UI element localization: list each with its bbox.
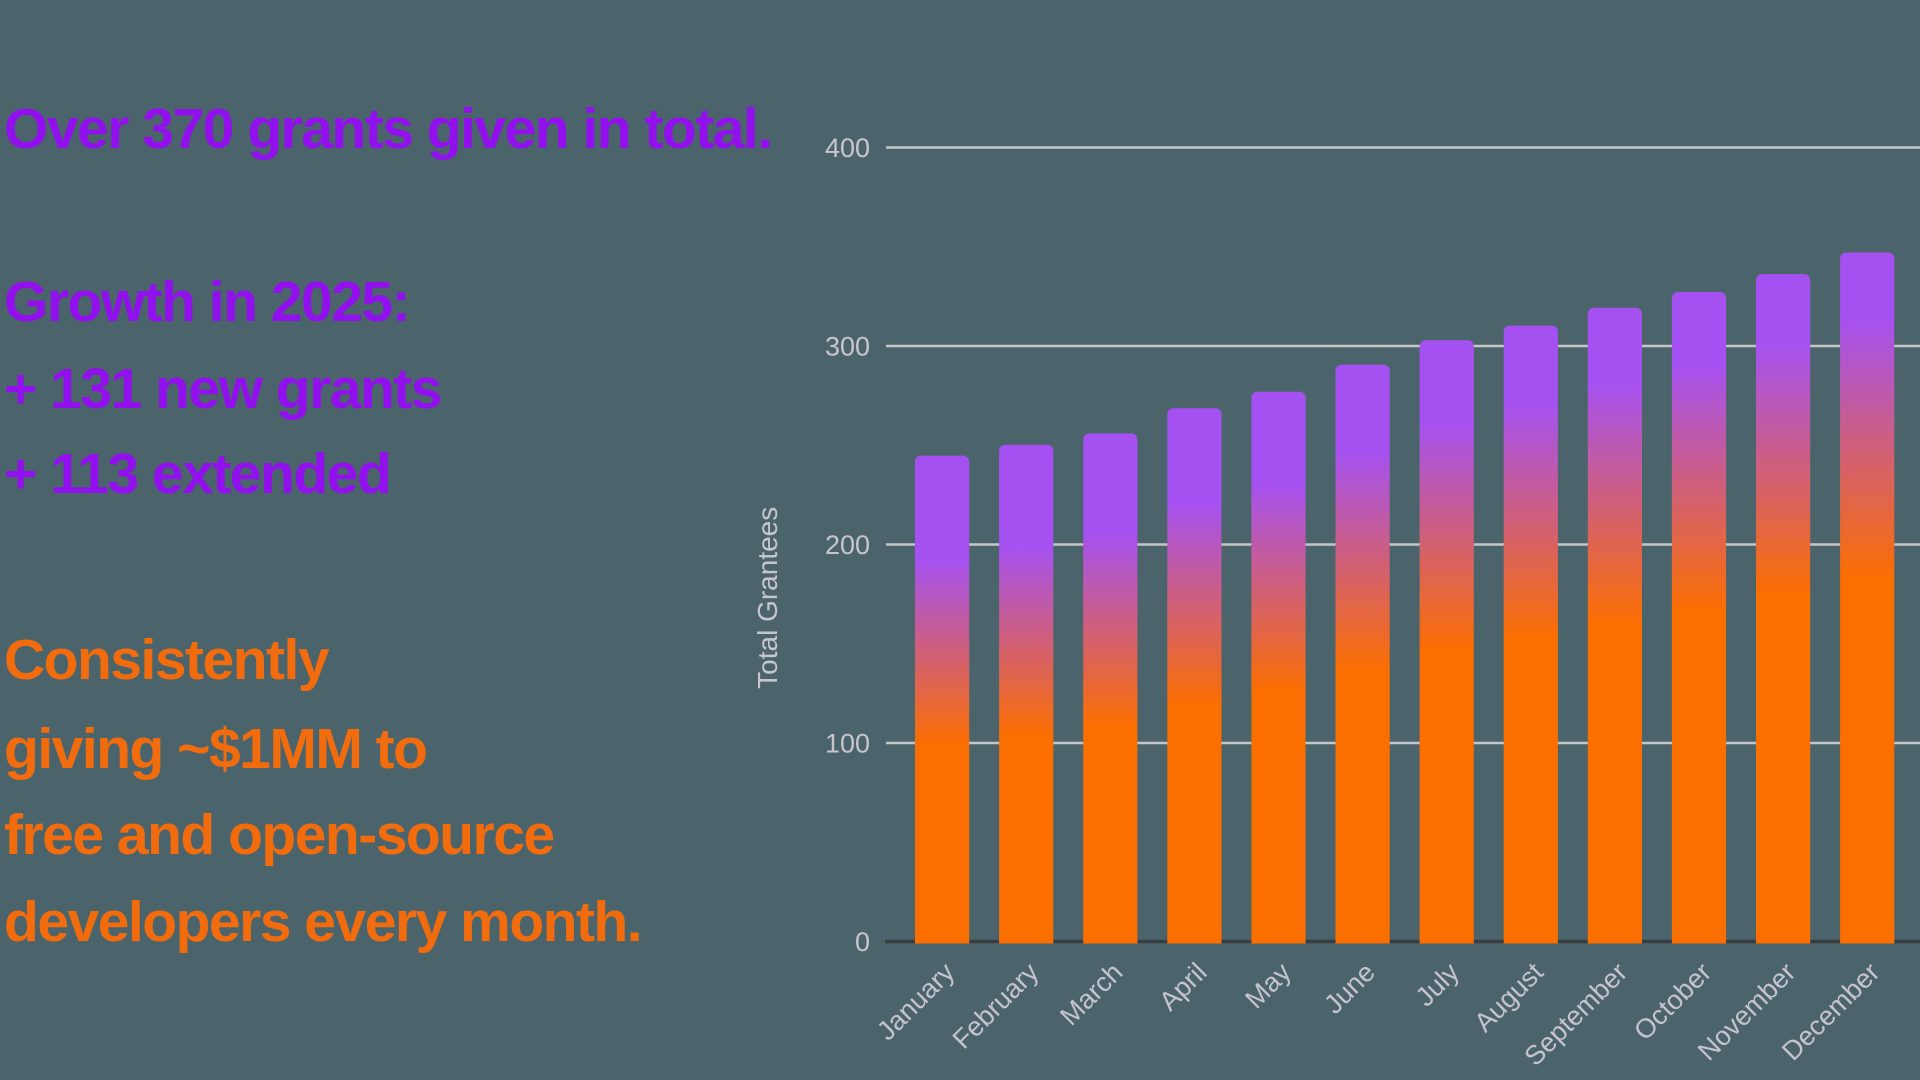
svg-text:200: 200 bbox=[825, 530, 870, 560]
svg-text:March: March bbox=[1054, 957, 1128, 1031]
svg-text:August: August bbox=[1468, 957, 1549, 1038]
svg-text:400: 400 bbox=[825, 133, 870, 163]
svg-text:April: April bbox=[1153, 957, 1212, 1016]
svg-text:100: 100 bbox=[825, 729, 870, 759]
svg-text:Total Grantees: Total Grantees bbox=[752, 507, 783, 689]
svg-text:May: May bbox=[1239, 957, 1297, 1015]
svg-text:0: 0 bbox=[855, 927, 870, 957]
svg-text:February: February bbox=[947, 957, 1045, 1055]
svg-text:June: June bbox=[1318, 957, 1381, 1020]
svg-text:300: 300 bbox=[825, 332, 870, 362]
svg-text:July: July bbox=[1410, 957, 1466, 1013]
